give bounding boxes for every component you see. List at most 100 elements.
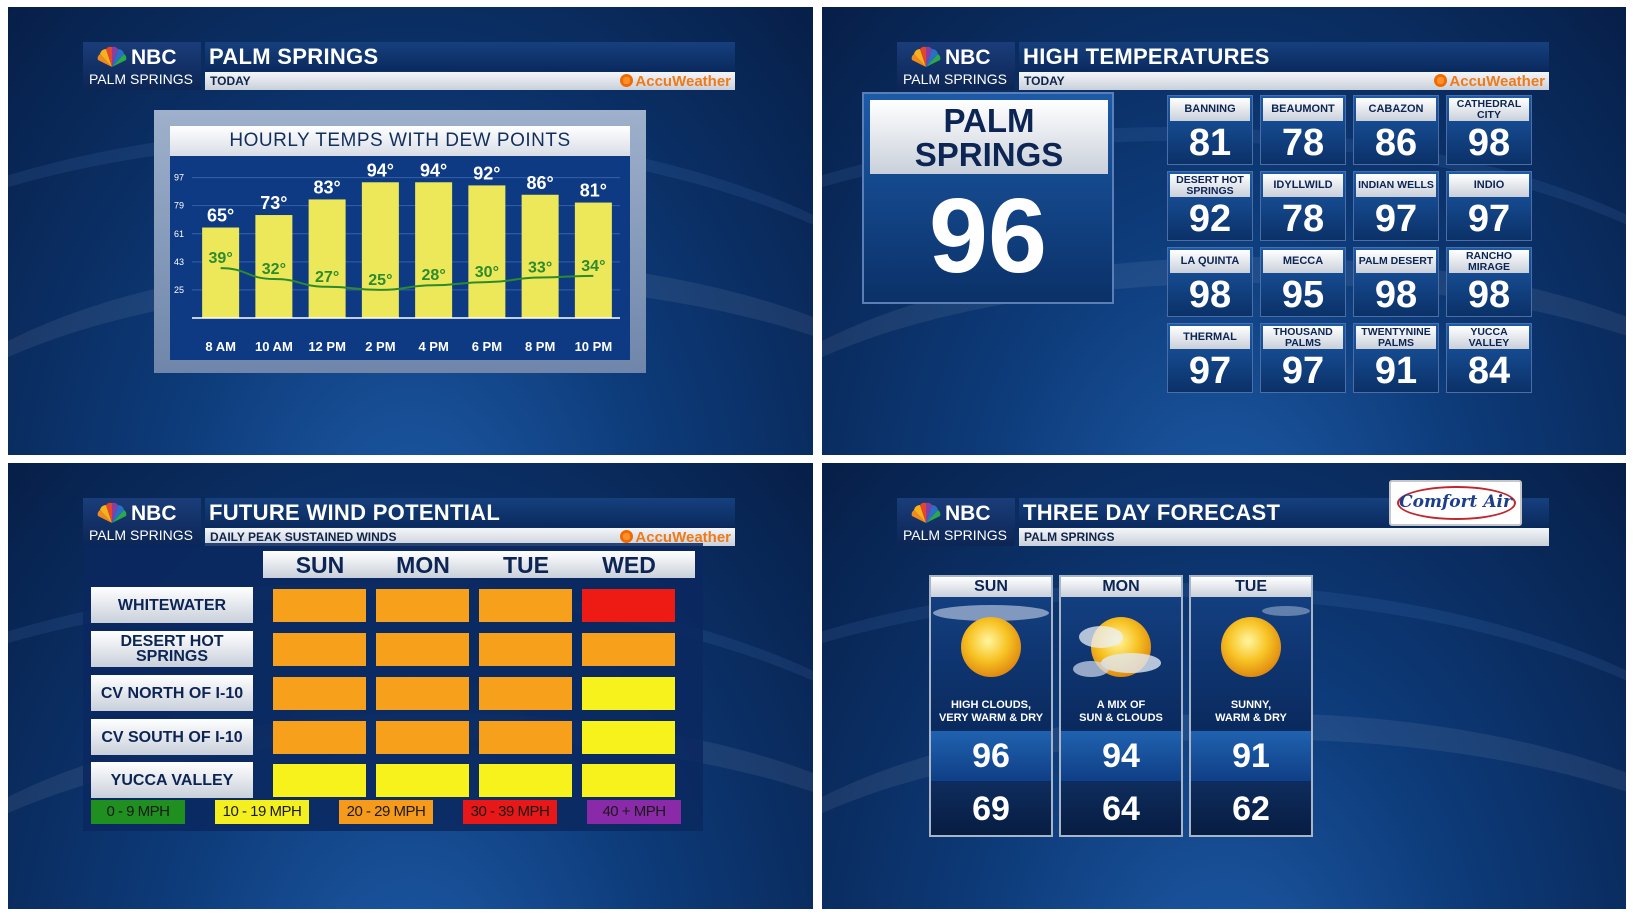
panel-title: HIGH TEMPERATURES [1023,44,1270,69]
forecast-day-name: TUE [1191,577,1311,597]
wind-day-mon: MON [396,552,450,578]
x-tick-label: 6 PM [472,339,502,354]
city-cell: CABAZON 86 [1353,95,1439,165]
temp-label: 81° [580,181,607,201]
forecast-day-card: MON A MIX OF SUN & CLOUDS 94 64 [1059,575,1183,837]
y-tick-label: 97 [174,173,184,183]
peacock-icon [911,502,941,523]
wind-level-cell [273,677,366,710]
forecast-condition: SUNNY, WARM & DRY [1191,699,1311,725]
x-tick-label: 8 PM [525,339,555,354]
wind-level-cell [582,677,675,710]
temp-label: 86° [527,173,554,193]
city-temp: 98 [1467,274,1511,316]
temp-label: 92° [473,163,500,183]
city-cell: THERMAL 97 [1167,323,1253,393]
chart-title: HOURLY TEMPS WITH DEW POINTS [170,126,630,156]
city-temp: 97 [1281,350,1325,392]
nbc-logo: NBC PALM SPRINGS [897,498,1015,546]
city-name: YUCCA VALLEY [1449,326,1529,349]
city-cell: MECCA 95 [1260,247,1346,317]
temp-bar [308,199,346,318]
temp-label: 65° [207,206,234,226]
forecast-high: 96 [931,731,1051,781]
nbc-logo: NBC PALM SPRINGS [83,498,201,546]
city-temp: 98 [1374,274,1418,316]
x-tick-label: 2 PM [365,339,395,354]
accuweather-sun-icon [1434,74,1448,87]
forecast-day-card: TUE SUNNY, WARM & DRY 91 62 [1189,575,1313,837]
forecast-low: 69 [931,783,1051,835]
city-cell: LA QUINTA 98 [1167,247,1253,317]
wind-potential-panel: NBC PALM SPRINGS FUTURE WIND POTENTIAL D… [8,463,813,909]
city-cell: INDIAN WELLS 97 [1353,171,1439,241]
city-name: CABAZON [1356,98,1436,121]
city-cell: BEAUMONT 78 [1260,95,1346,165]
condition-line: SUNNY, [1230,699,1272,711]
panel-header: NBC PALM SPRINGS PALM SPRINGS TODAY Accu… [83,42,735,90]
city-cell: THOUSAND PALMS 97 [1260,323,1346,393]
dew-point-label: 30° [475,264,499,281]
temp-bar [255,215,293,318]
nbc-wordmark: NBC [131,46,177,69]
nbc-wordmark: NBC [945,502,991,525]
wind-level-cell [376,589,469,622]
city-cell: DESERT HOT SPRINGS 92 [1167,171,1253,241]
station-city: PALM SPRINGS [89,71,193,87]
panel-header: NBC PALM SPRINGS FUTURE WIND POTENTIAL D… [83,498,735,546]
city-temp: 98 [1467,122,1511,164]
forecast-low: 62 [1191,783,1311,835]
city-temp: 92 [1188,198,1232,240]
panel-header: NBC PALM SPRINGS HIGH TEMPERATURES TODAY… [897,42,1549,90]
sun-high-clouds-icon [931,597,1051,729]
main-city-temp: 96 [929,177,1047,295]
dew-point-line [220,267,594,291]
temp-label: 94° [420,160,447,180]
city-temp: 98 [1188,274,1232,316]
wind-location-label: DESERT HOT SPRINGS [91,631,253,667]
forecast-day-card: SUN HIGH CLOUDS, VERY WARM & DRY 96 69 [929,575,1053,837]
city-name: BEAUMONT [1263,98,1343,121]
wind-level-cell [376,633,469,666]
wind-level-cell [582,721,675,754]
wind-level-cell [582,764,675,797]
station-city: PALM SPRINGS [89,527,193,543]
wind-level-cell [273,721,366,754]
x-tick-label: 12 PM [308,339,346,354]
temp-bar [574,202,612,318]
city-temp: 86 [1374,122,1418,164]
city-cell: TWENTYNINE PALMS 91 [1353,323,1439,393]
city-name: INDIAN WELLS [1356,174,1436,197]
city-name: BANNING [1170,98,1250,121]
condition-line: WARM & DRY [1215,712,1287,724]
wind-level-cell [479,677,572,710]
city-temp: 81 [1188,122,1232,164]
accuweather-logo: AccuWeather [1434,73,1545,90]
hourly-chart-frame: HOURLY TEMPS WITH DEW POINTS 97 79 61 43 25 6… [154,110,646,373]
forecast-condition: HIGH CLOUDS, VERY WARM & DRY [931,699,1051,725]
wind-level-cell [479,721,572,754]
forecast-day-name: MON [1061,577,1181,597]
wind-level-cell [582,589,675,622]
panel-subtitle: DAILY PEAK SUSTAINED WINDS [210,530,397,544]
dew-point-label: 25° [368,272,392,289]
wind-grid: SUN MON TUE WED WHITEWATER DESERT HOT SPRINGS… [83,543,703,831]
wind-legend-item: 30 - 39 MPH [463,800,557,824]
city-cell: PALM DESERT 98 [1353,247,1439,317]
wind-location-label: YUCCA VALLEY [91,762,253,798]
city-name: INDIO [1449,174,1529,197]
wind-level-cell [273,764,366,797]
city-cell: YUCCA VALLEY 84 [1446,323,1532,393]
city-cell: BANNING 81 [1167,95,1253,165]
forecast-low: 64 [1061,783,1181,835]
wind-level-cell [376,677,469,710]
wind-level-cell [273,633,366,666]
wind-legend-item: 20 - 29 MPH [339,800,433,824]
x-tick-label: 10 PM [575,339,613,354]
city-name: LA QUINTA [1170,250,1250,273]
x-tick-label: 10 AM [255,339,293,354]
city-temp: 97 [1467,198,1511,240]
wind-legend-item: 10 - 19 MPH [215,800,309,824]
forecast-high: 94 [1061,731,1181,781]
wind-day-wed: WED [602,552,656,578]
